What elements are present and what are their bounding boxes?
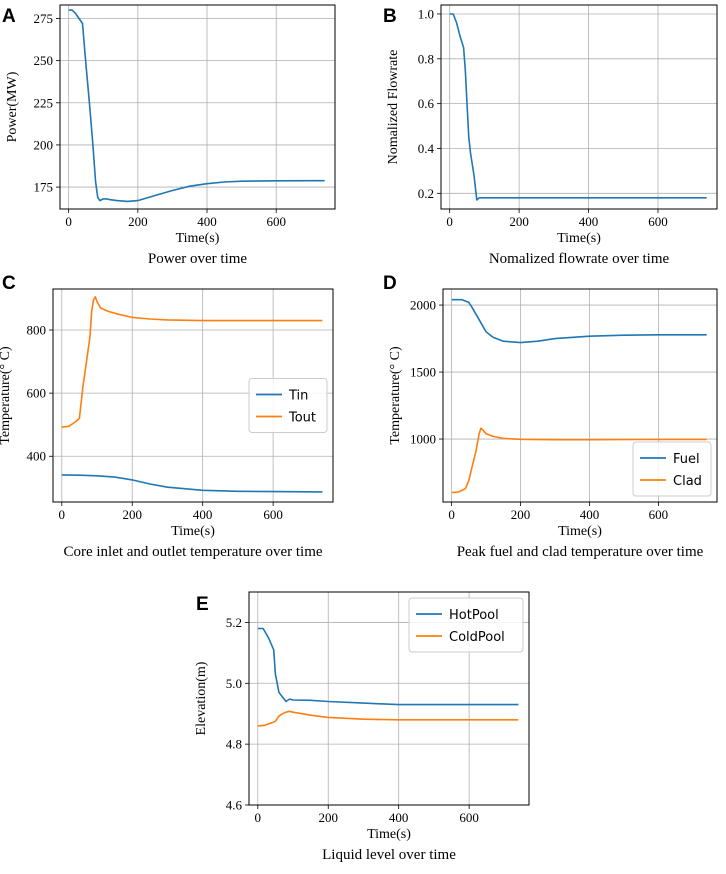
legend-label: Clad	[673, 474, 702, 489]
y-axis-label: Temperature(° C)	[0, 346, 13, 445]
axes-frame	[59, 4, 336, 210]
panel-letter: D	[383, 273, 397, 294]
legend-label: Tin	[288, 389, 308, 404]
x-tick-label: 0	[446, 214, 453, 229]
x-axis-label: Time(s)	[557, 231, 601, 246]
x-tick-label: 600	[649, 507, 669, 522]
y-tick-label: 0.2	[418, 186, 434, 201]
axes-frame	[248, 591, 530, 806]
panel-b: 0 200 400 600 0.2 0.4 0.6 0.8 1.0 Time(s) Nomalize…	[383, 4, 718, 267]
legend: HotPool ColdPool	[408, 597, 524, 653]
x-axis-label: Time(s)	[367, 827, 411, 842]
panel-title: Core inlet and outlet temperature over t…	[63, 544, 322, 560]
x-tick-label: 200	[122, 507, 142, 522]
series-line-clad	[451, 427, 707, 494]
series-line-fuel	[451, 298, 707, 344]
y-axis-label: Elevation(m)	[194, 661, 209, 735]
y-tick-label: 1000	[410, 432, 436, 447]
x-tick-label: 600	[266, 214, 286, 229]
y-tick-label: 400	[27, 449, 47, 464]
x-tick-label: 0	[65, 214, 72, 229]
legend-box	[632, 441, 712, 497]
axes-frame	[440, 4, 718, 210]
panel-letter: B	[383, 6, 397, 27]
legend: Fuel Clad	[632, 441, 712, 497]
x-tick-label: 0	[255, 810, 262, 825]
y-tick-label: 5.2	[226, 615, 242, 630]
panel-title: Power over time	[148, 251, 247, 267]
axes-frame	[442, 288, 718, 503]
legend-box	[248, 378, 328, 433]
x-tick-label: 600	[648, 214, 668, 229]
y-tick-label: 5.0	[226, 676, 242, 691]
x-tick-label: 200	[128, 214, 148, 229]
y-tick-label: 200	[34, 137, 54, 152]
legend-box	[408, 597, 524, 653]
x-axis-label: Time(s)	[558, 524, 602, 539]
x-tick-label: 600	[263, 507, 283, 522]
legend-label: Fuel	[673, 452, 700, 467]
y-axis-label: Nomalized Flowrate	[386, 50, 401, 165]
y-tick-label: 0.4	[418, 141, 435, 156]
x-tick-label: 400	[580, 507, 600, 522]
panel-d: 0 200 400 600 1000 1500 2000 Time(s) Temperature…	[383, 273, 718, 560]
y-tick-label: 275	[34, 11, 54, 26]
y-tick-label: 4.6	[226, 798, 243, 813]
panel-title: Nomalized flowrate over time	[489, 251, 670, 267]
y-tick-label: 250	[34, 53, 54, 68]
axes-frame	[52, 288, 334, 503]
panel-title: Peak fuel and clad temperature over time	[457, 544, 704, 560]
panel-c: 0 200 400 600 400 600 800 Time(s) Temperature(° …	[0, 273, 334, 560]
y-axis-label: Temperature(° C)	[388, 346, 403, 445]
y-tick-label: 600	[27, 386, 47, 401]
series-line-tin	[61, 474, 323, 493]
x-tick-label: 400	[579, 214, 599, 229]
x-tick-label: 200	[511, 507, 531, 522]
x-tick-label: 600	[459, 810, 479, 825]
panel-letter: A	[2, 6, 16, 27]
x-axis-label: Time(s)	[171, 524, 215, 539]
y-tick-label: 175	[34, 180, 54, 195]
series-line-tout	[61, 296, 323, 428]
y-tick-label: 0.6	[418, 96, 435, 111]
x-tick-label: 0	[59, 507, 66, 522]
y-tick-label: 800	[27, 323, 47, 338]
x-tick-label: 200	[318, 810, 338, 825]
x-tick-label: 400	[389, 810, 409, 825]
x-tick-label: 200	[509, 214, 529, 229]
y-tick-label: 2000	[410, 298, 436, 313]
panel-e: 0 200 400 600 4.6 4.8 5.0 5.2 Time(s) Elevation(m…	[194, 591, 530, 863]
series-line-power	[68, 9, 325, 203]
x-tick-label: 400	[197, 214, 217, 229]
series-line-hotpool	[257, 627, 519, 706]
y-tick-label: 225	[34, 95, 54, 110]
x-axis-label: Time(s)	[176, 231, 220, 246]
y-tick-label: 0.8	[418, 51, 434, 66]
legend-label: HotPool	[449, 608, 499, 623]
y-tick-label: 4.8	[226, 737, 242, 752]
legend-label: Tout	[288, 411, 316, 426]
legend-label: ColdPool	[449, 630, 505, 645]
panel-a: 0 200 400 600 175 200 225 250 275 Time(s) Power(MW…	[2, 4, 336, 267]
x-tick-label: 400	[193, 507, 213, 522]
panel-title: Liquid level over time	[322, 847, 456, 863]
series-line-coldpool	[257, 710, 519, 727]
y-tick-label: 1500	[410, 365, 436, 380]
y-axis-label: Power(MW)	[5, 71, 20, 142]
x-tick-label: 0	[448, 507, 455, 522]
legend: Tin Tout	[248, 378, 328, 433]
y-tick-label: 1.0	[418, 6, 434, 21]
panel-letter: C	[2, 273, 16, 294]
panel-letter: E	[196, 594, 209, 615]
series-line-flowrate	[449, 13, 707, 201]
